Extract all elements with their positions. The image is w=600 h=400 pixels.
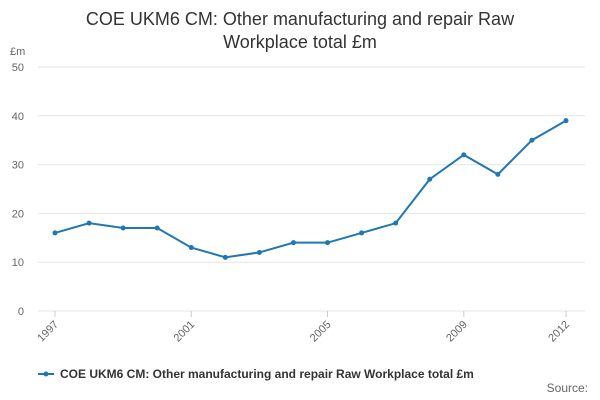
data-point (52, 230, 58, 236)
x-tick-label: 2005 (308, 319, 334, 345)
data-point (563, 118, 569, 124)
data-point (290, 240, 296, 246)
data-point (188, 245, 194, 251)
data-point (529, 137, 535, 143)
data-point (154, 225, 160, 231)
y-tick-label: 50 (12, 62, 24, 74)
data-point (495, 171, 501, 177)
y-tick-label: 40 (12, 111, 24, 123)
x-tick-label: 2012 (546, 319, 572, 345)
data-line (54, 119, 567, 259)
chart-title: COE UKM6 CM: Other manufacturing and rep… (85, 9, 515, 52)
legend-label: COE UKM6 CM: Other manufacturing and rep… (60, 367, 474, 381)
x-tick-label: 2009 (444, 319, 470, 345)
y-tick-label: 10 (12, 257, 24, 269)
data-point (393, 220, 399, 226)
data-point (86, 220, 92, 226)
data-point (461, 152, 467, 158)
data-point (120, 225, 126, 231)
data-point (427, 176, 433, 182)
legend-marker (43, 371, 49, 377)
y-tick-label: 30 (12, 160, 24, 172)
source: Source: (547, 381, 588, 395)
data-point (325, 240, 331, 246)
x-tick-label: 1997 (35, 319, 61, 345)
data-point (359, 230, 365, 236)
y-tick-label: 20 (12, 208, 24, 220)
x-tick-label: 2001 (172, 319, 198, 345)
data-point (256, 249, 262, 255)
data-point (222, 254, 228, 260)
y-axis-label: £m (10, 46, 25, 58)
y-tick-label: 0 (18, 306, 24, 318)
